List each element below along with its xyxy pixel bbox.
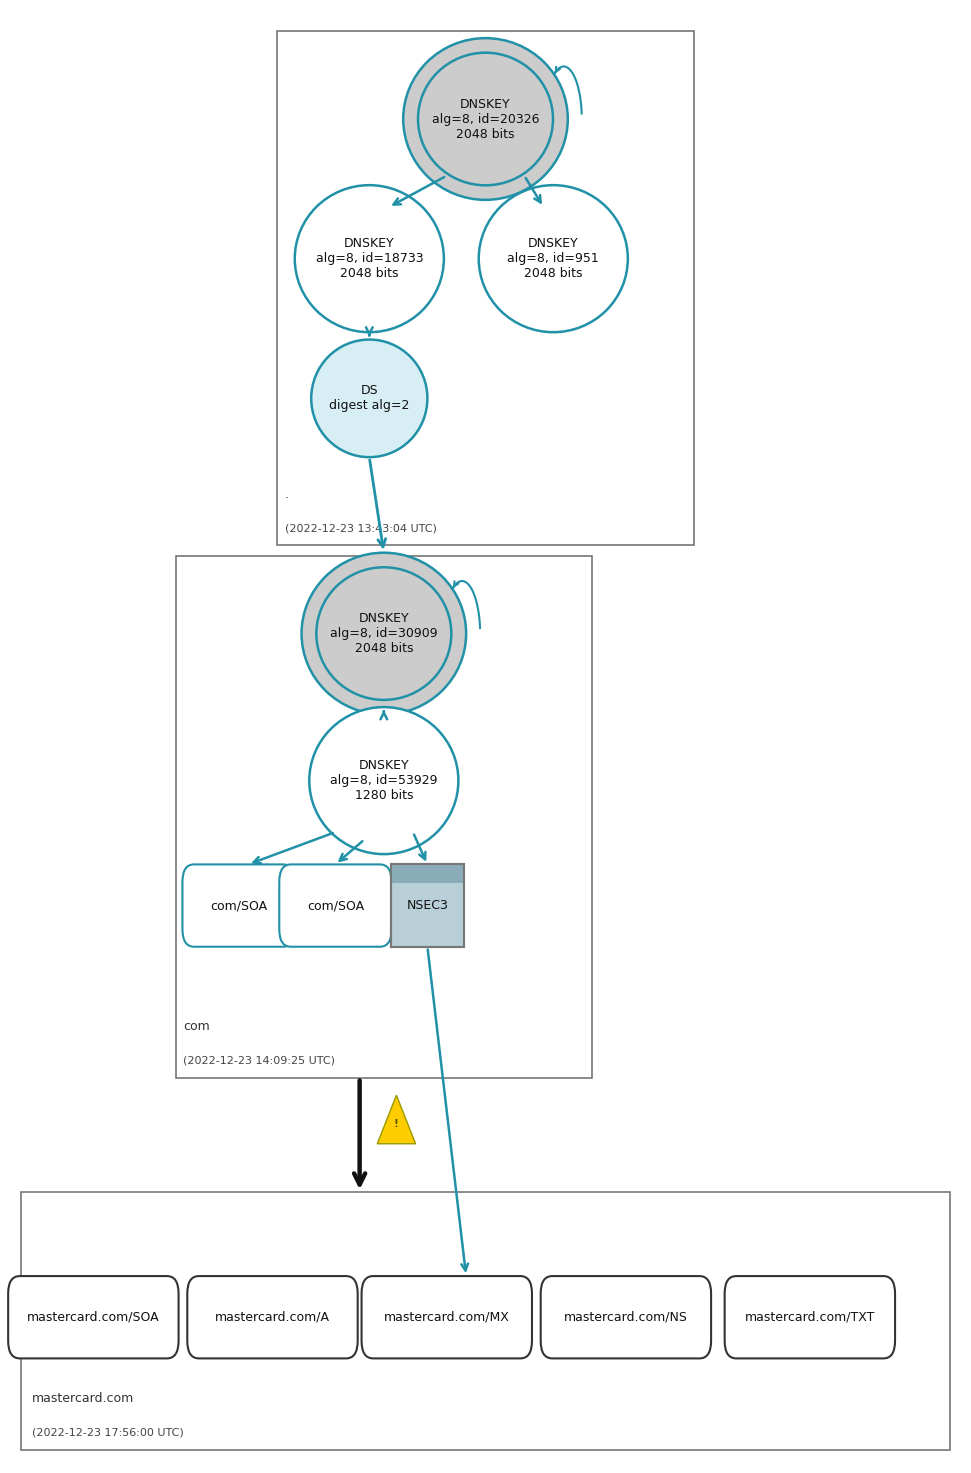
Ellipse shape bbox=[317, 567, 452, 700]
Text: DNSKEY
alg=8, id=18733
2048 bits: DNSKEY alg=8, id=18733 2048 bits bbox=[316, 237, 423, 280]
Text: .: . bbox=[285, 488, 289, 501]
Bar bbox=[20, 1192, 951, 1449]
Text: !: ! bbox=[394, 1119, 399, 1130]
Text: NSEC3: NSEC3 bbox=[407, 899, 449, 912]
Ellipse shape bbox=[295, 186, 444, 333]
Text: DNSKEY
alg=8, id=20326
2048 bits: DNSKEY alg=8, id=20326 2048 bits bbox=[432, 97, 539, 140]
Text: (2022-12-23 13:43:04 UTC): (2022-12-23 13:43:04 UTC) bbox=[285, 523, 437, 533]
Bar bbox=[390, 865, 464, 882]
Text: DNSKEY
alg=8, id=30909
2048 bits: DNSKEY alg=8, id=30909 2048 bits bbox=[330, 613, 438, 655]
Ellipse shape bbox=[418, 53, 553, 186]
Bar bbox=[390, 865, 464, 947]
FancyBboxPatch shape bbox=[187, 1276, 357, 1358]
Text: DNSKEY
alg=8, id=53929
1280 bits: DNSKEY alg=8, id=53929 1280 bits bbox=[330, 759, 438, 803]
Text: com: com bbox=[184, 1021, 210, 1034]
Text: (2022-12-23 17:56:00 UTC): (2022-12-23 17:56:00 UTC) bbox=[32, 1427, 184, 1438]
Text: mastercard.com/TXT: mastercard.com/TXT bbox=[745, 1311, 875, 1324]
FancyBboxPatch shape bbox=[280, 865, 391, 947]
Polygon shape bbox=[378, 1096, 416, 1143]
FancyBboxPatch shape bbox=[361, 1276, 532, 1358]
Ellipse shape bbox=[302, 552, 466, 714]
Text: mastercard.com: mastercard.com bbox=[32, 1392, 135, 1405]
Ellipse shape bbox=[312, 340, 427, 457]
Ellipse shape bbox=[403, 38, 568, 200]
Ellipse shape bbox=[479, 186, 628, 333]
Bar bbox=[390, 865, 464, 947]
Text: (2022-12-23 14:09:25 UTC): (2022-12-23 14:09:25 UTC) bbox=[184, 1056, 335, 1066]
Text: mastercard.com/NS: mastercard.com/NS bbox=[564, 1311, 687, 1324]
Bar bbox=[278, 31, 693, 545]
Text: com/SOA: com/SOA bbox=[307, 899, 364, 912]
Text: mastercard.com/SOA: mastercard.com/SOA bbox=[27, 1311, 159, 1324]
FancyBboxPatch shape bbox=[183, 865, 295, 947]
Text: mastercard.com/A: mastercard.com/A bbox=[215, 1311, 330, 1324]
Text: com/SOA: com/SOA bbox=[210, 899, 267, 912]
FancyBboxPatch shape bbox=[8, 1276, 179, 1358]
Bar bbox=[176, 555, 592, 1078]
Text: mastercard.com/MX: mastercard.com/MX bbox=[384, 1311, 510, 1324]
Text: DS
digest alg=2: DS digest alg=2 bbox=[329, 384, 410, 412]
Ellipse shape bbox=[310, 707, 458, 854]
Text: DNSKEY
alg=8, id=951
2048 bits: DNSKEY alg=8, id=951 2048 bits bbox=[508, 237, 599, 280]
FancyBboxPatch shape bbox=[541, 1276, 711, 1358]
FancyBboxPatch shape bbox=[724, 1276, 895, 1358]
